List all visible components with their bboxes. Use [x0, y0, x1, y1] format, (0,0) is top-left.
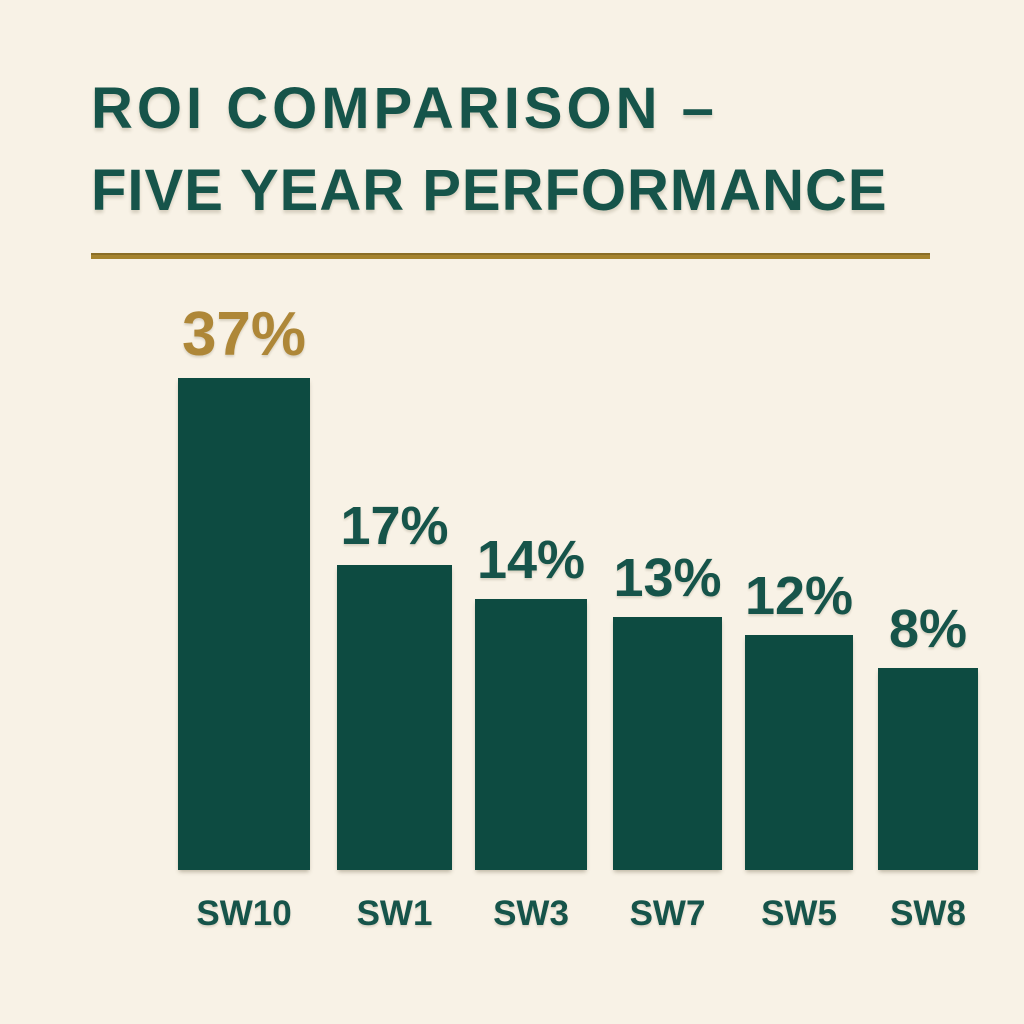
bar-value-label-sw1: 17%: [340, 496, 449, 556]
bar-category-label-sw3: SW3: [493, 894, 569, 933]
bar-category-label-sw10: SW10: [196, 894, 292, 933]
bar-category-label-sw8: SW8: [890, 894, 966, 933]
bar-sw3: [475, 599, 587, 870]
bar-value-label-sw3: 14%: [476, 530, 586, 590]
chart-title: ROI COMPARISON – FIVE YEAR PERFORMANCE: [91, 68, 888, 232]
bar-category-label-sw7: SW7: [629, 894, 706, 933]
bar-category-label-sw5: SW5: [761, 894, 837, 933]
title-underline-rule: [91, 253, 930, 259]
bar-category-label-sw1: SW1: [356, 894, 433, 933]
bar-sw8: [878, 668, 978, 870]
bar-sw10: [178, 378, 310, 870]
bar-value-label-sw10: 37%: [181, 300, 307, 369]
chart-title-line1: ROI COMPARISON –: [91, 76, 718, 141]
bar-value-label-sw5: 12%: [744, 566, 854, 626]
bar-sw7: [613, 617, 722, 870]
chart-title-line2: FIVE YEAR PERFORMANCE: [91, 158, 888, 223]
bar-value-label-sw8: 8%: [888, 599, 968, 659]
bar-sw5: [745, 635, 853, 870]
bar-sw1: [337, 565, 452, 870]
bar-value-label-sw7: 13%: [613, 548, 722, 608]
